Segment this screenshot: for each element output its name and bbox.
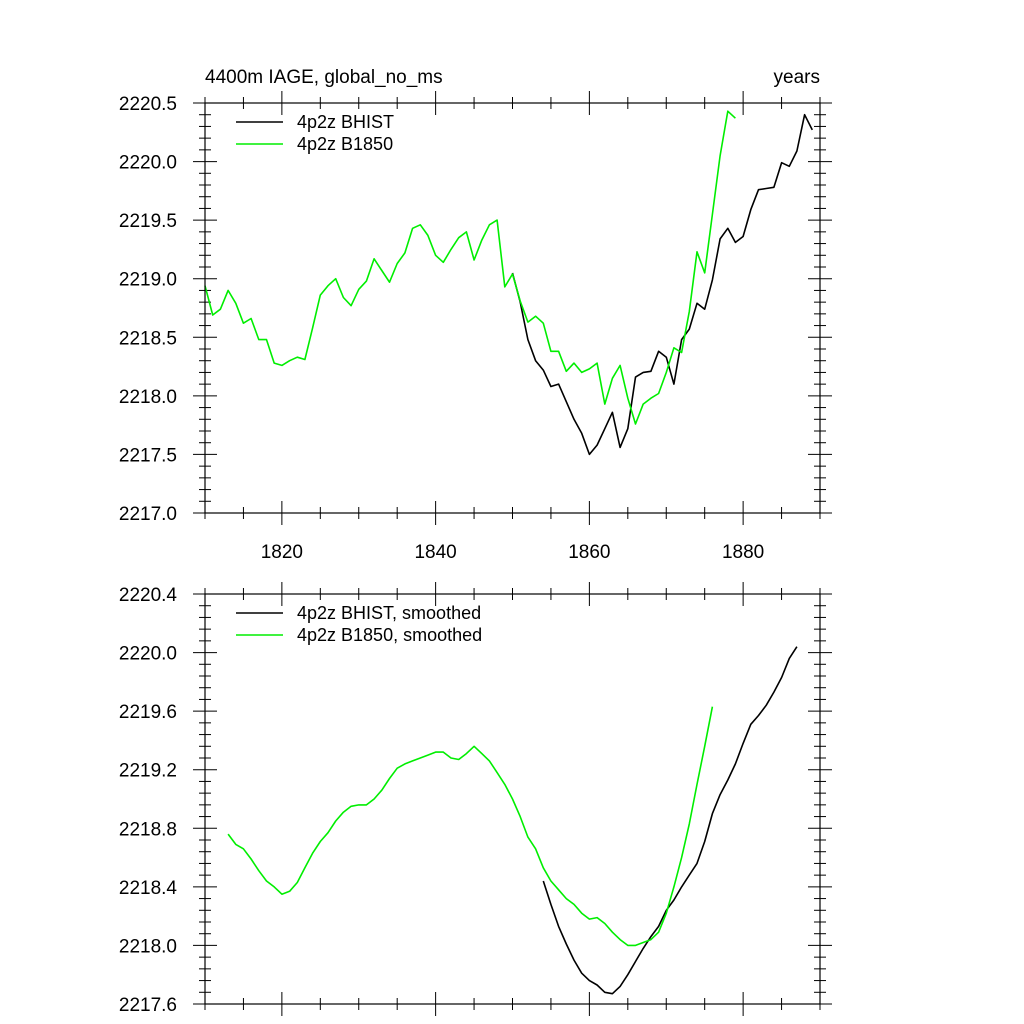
top-series-line-bhist <box>511 113 814 456</box>
bottom-series-line-bhist <box>542 646 798 995</box>
bottom-axis-ticks: 2217.6 2218.0 2218.4 2218.8 2219.2 2219.6 2220… <box>119 582 832 1016</box>
top-legend-label: 4p2z BHIST <box>297 112 394 132</box>
top-y-tick-label: 2220.0 <box>119 153 177 174</box>
top-y-tick-label: 2218.0 <box>119 387 177 408</box>
bottom-series-line-b1850 <box>227 706 714 947</box>
bottom-y-tick-label: 2219.2 <box>119 761 177 782</box>
top-x-tick-label: 1820 <box>261 542 303 563</box>
bottom-y-tick-label: 2219.6 <box>119 702 177 723</box>
top-y-tick-label: 2219.5 <box>119 211 177 232</box>
bottom-plot-frame <box>204 593 821 1005</box>
top-y-tick-label: 2217.5 <box>119 445 177 466</box>
top-x-tick-label: 1880 <box>722 542 764 563</box>
top-y-tick-label: 2220.5 <box>119 94 177 115</box>
top-y-tick-label: 2217.0 <box>119 504 177 525</box>
top-legend-label: 4p2z B1850 <box>297 134 393 154</box>
top-x-tick-label: 1840 <box>414 542 456 563</box>
units-label: years <box>774 67 820 88</box>
bottom-y-tick-label: 2220.4 <box>119 585 178 606</box>
bottom-y-tick-label: 2218.0 <box>119 936 177 957</box>
top-panel: 4400m IAGE, global_no_ms years 1820 1840 1… <box>119 67 832 563</box>
bottom-legend-label: 4p2z B1850, smoothed <box>297 625 482 645</box>
top-y-tick-label: 2219.0 <box>119 270 177 291</box>
top-axis-ticks: 1820 1840 1860 1880 2217.0 2217.5 2218.0 2218.5… <box>119 91 832 563</box>
bottom-legend-label: 4p2z BHIST, smoothed <box>297 603 481 623</box>
bottom-y-tick-label: 2218.8 <box>119 819 177 840</box>
bottom-y-tick-label: 2220.0 <box>119 644 177 665</box>
bottom-y-tick-label: 2217.6 <box>119 995 177 1016</box>
bottom-series-lines <box>227 646 798 995</box>
chart-title: 4400m IAGE, global_no_ms <box>205 67 443 88</box>
top-x-tick-label: 1860 <box>568 542 610 563</box>
bottom-panel: 2217.6 2218.0 2218.4 2218.8 2219.2 2219.6 2220… <box>119 582 832 1016</box>
top-y-tick-label: 2218.5 <box>119 328 177 349</box>
bottom-y-tick-label: 2218.4 <box>119 878 178 899</box>
top-series-line-b1850 <box>204 110 736 425</box>
top-plot-frame <box>204 102 821 514</box>
top-series-lines <box>204 110 814 456</box>
